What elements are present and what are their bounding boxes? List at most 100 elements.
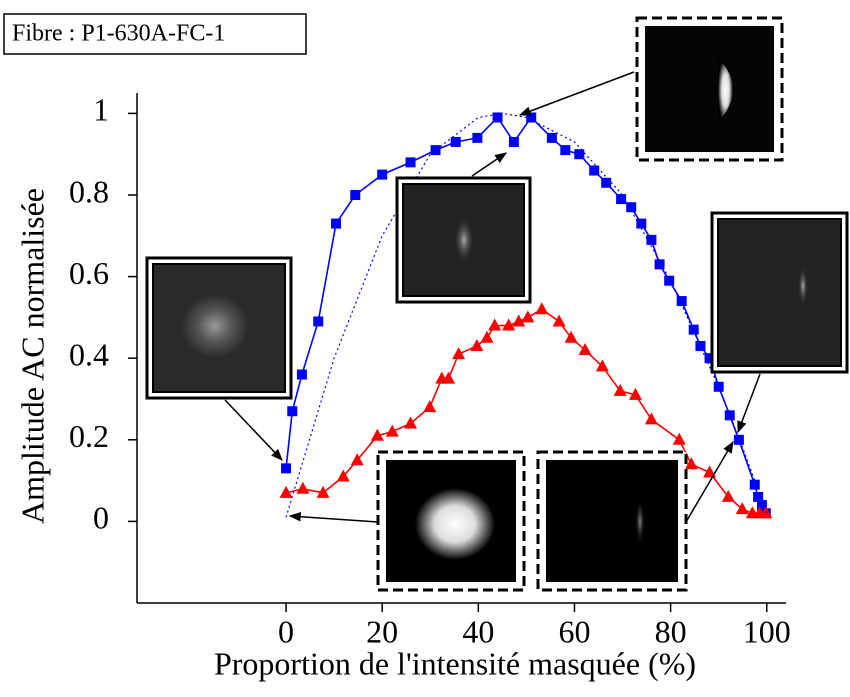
data-point	[753, 491, 764, 502]
data-point	[535, 302, 549, 315]
data-point	[442, 371, 456, 384]
arrow	[471, 152, 507, 177]
data-point	[281, 463, 292, 474]
inset-spot	[718, 58, 733, 122]
data-point	[472, 132, 483, 143]
data-point	[350, 453, 364, 466]
x-axis-label: Proportion de l'intensité masquée (%)	[214, 645, 696, 681]
data-point	[488, 318, 502, 331]
data-point	[430, 145, 441, 156]
data-point	[629, 387, 643, 400]
x-tick-label: 100	[743, 613, 791, 649]
y-tick-label: 0.4	[69, 337, 109, 373]
data-point	[733, 434, 744, 445]
data-point	[595, 359, 609, 372]
data-point	[450, 136, 461, 147]
arrow	[737, 373, 761, 434]
data-point	[616, 194, 627, 205]
data-point	[526, 112, 537, 123]
data-point	[404, 416, 418, 429]
y-tick-label: 0	[93, 500, 109, 536]
data-point	[385, 424, 399, 437]
x-tick-label: 40	[462, 613, 494, 649]
inset-spot	[454, 216, 474, 264]
data-point	[613, 383, 627, 396]
y-tick-label: 1	[93, 92, 109, 128]
arrow	[685, 440, 734, 523]
data-point	[749, 479, 760, 490]
data-point	[636, 218, 647, 229]
data-point	[480, 330, 494, 343]
y-tick-label: 0.6	[69, 255, 109, 291]
data-point	[695, 340, 706, 351]
arrow	[518, 71, 635, 116]
data-point	[688, 324, 699, 335]
data-point	[646, 234, 657, 245]
annotation: Fibre : P1-630A-FC-1	[12, 21, 225, 47]
data-point	[370, 428, 384, 441]
x-tick-label: 20	[366, 613, 398, 649]
data-point	[336, 469, 350, 482]
data-point	[676, 296, 687, 307]
data-point	[508, 136, 519, 147]
data-point	[589, 165, 600, 176]
data-point	[684, 457, 698, 470]
data-point	[405, 157, 416, 168]
data-point	[296, 481, 310, 494]
data-point	[721, 489, 735, 502]
y-axis-label: Amplitude AC normalisée	[14, 188, 50, 524]
data-point	[492, 112, 503, 123]
data-point	[756, 500, 767, 511]
data-point	[377, 169, 388, 180]
data-point	[735, 502, 749, 515]
data-point	[287, 406, 298, 417]
data-point	[574, 149, 585, 160]
y-tick-label: 0.8	[69, 173, 109, 209]
data-point	[331, 218, 342, 229]
data-point	[664, 275, 675, 286]
insets	[145, 16, 849, 592]
arrow	[224, 399, 283, 461]
series-line	[285, 308, 766, 515]
data-point	[423, 400, 437, 413]
inset-image	[717, 218, 842, 367]
series-line	[285, 112, 768, 518]
data-point	[601, 177, 612, 188]
data-point	[626, 202, 637, 213]
data-point	[350, 190, 361, 200]
data-point	[704, 353, 715, 364]
plot-area: 0 20 40 60 80 100 0 0.2 0.4 0.6 0.8 1	[69, 92, 791, 650]
data-point	[672, 432, 686, 445]
inset-spot	[635, 498, 645, 546]
data-point	[578, 343, 592, 356]
data-point	[313, 316, 324, 327]
data-point	[564, 330, 578, 343]
inset-spot	[181, 294, 249, 358]
x-tick-label: 80	[655, 613, 687, 649]
inset-image	[546, 460, 678, 582]
y-tick-label: 0.2	[69, 418, 109, 454]
data-point	[521, 310, 535, 323]
annotation-box	[3, 13, 307, 55]
data-point	[512, 314, 526, 327]
arrows	[224, 71, 761, 523]
inset-spot	[415, 488, 495, 560]
data-point	[279, 485, 293, 498]
inset-spot	[798, 266, 808, 306]
data-point	[644, 412, 658, 425]
data-point	[654, 259, 665, 270]
data-point	[316, 485, 330, 498]
x-tick-label: 60	[558, 613, 590, 649]
data-point	[552, 314, 566, 327]
arrow	[288, 511, 379, 523]
data-point	[502, 318, 516, 331]
data-point	[452, 347, 466, 360]
data-point	[560, 145, 571, 156]
data-point	[470, 338, 484, 351]
data-point	[296, 369, 307, 380]
x-tick-label: 0	[278, 613, 294, 649]
inset-image	[645, 26, 774, 152]
data-point	[546, 132, 557, 143]
data-point	[724, 410, 735, 421]
